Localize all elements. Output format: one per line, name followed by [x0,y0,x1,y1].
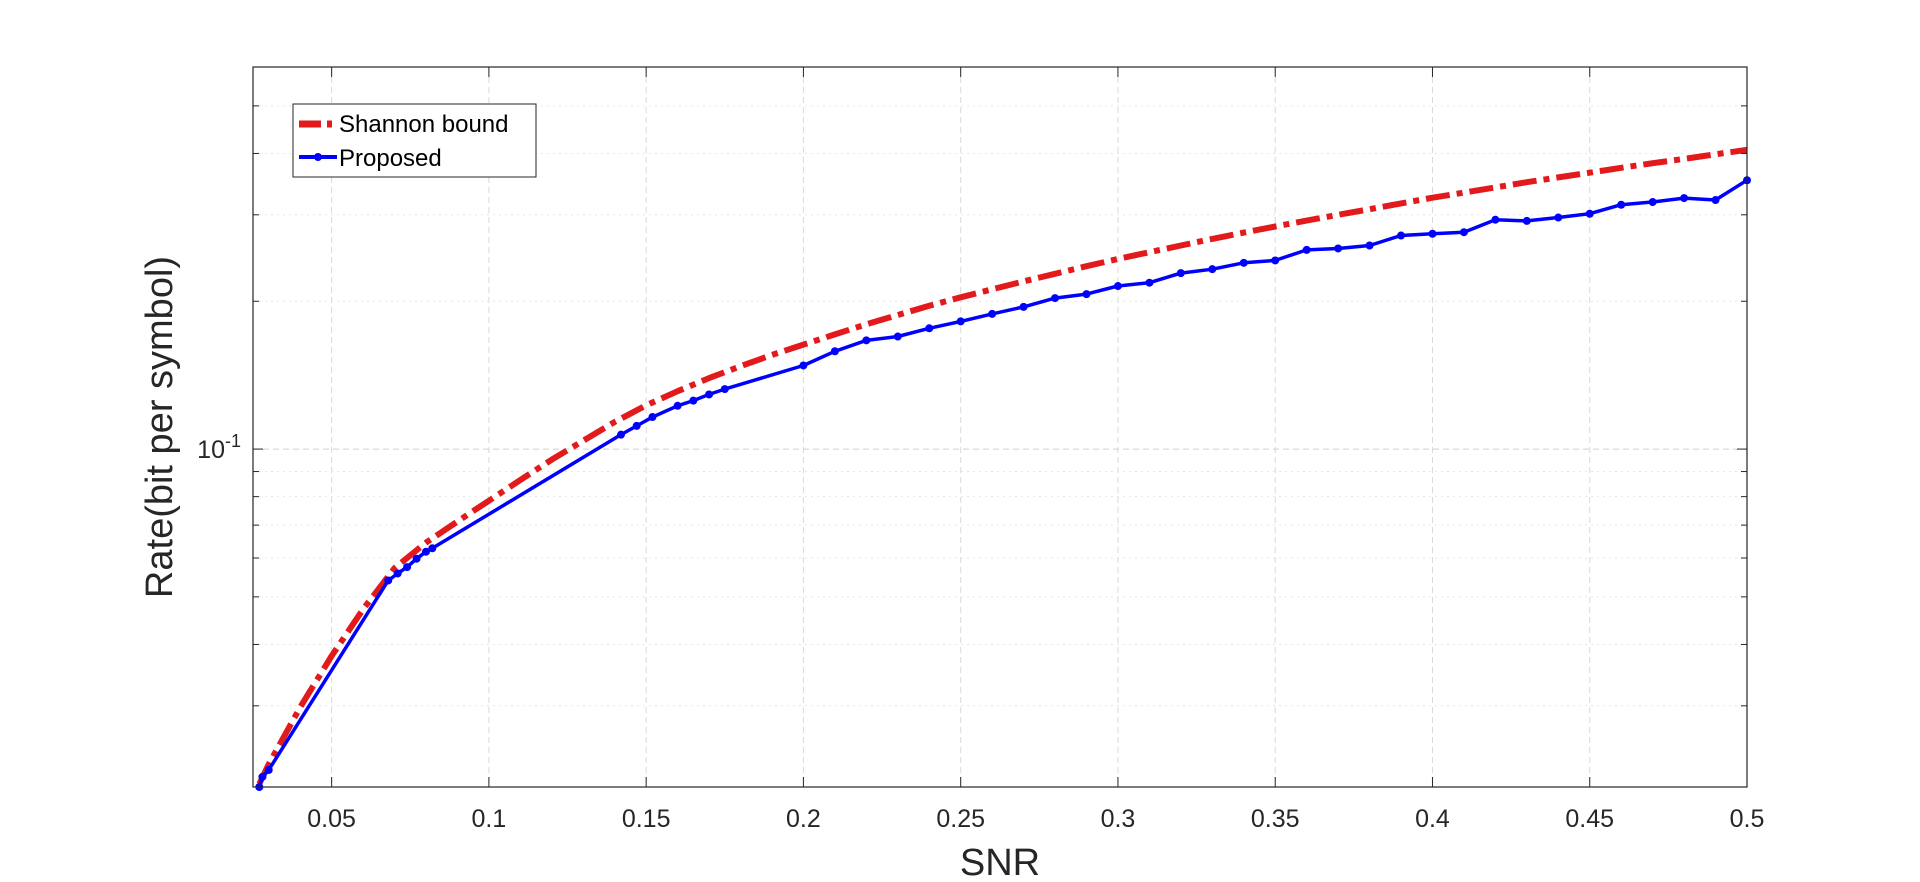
x-tick-label: 0.2 [786,805,821,833]
data-point-proposed [1334,244,1343,253]
data-point-proposed [862,336,871,345]
data-point-proposed [1491,215,1500,224]
legend-label-shannon-bound: Shannon bound [339,111,509,138]
plot-area [253,67,1747,787]
axis-ticks: 0.05 0.1 0.15 0.2 0.25 0.3 0.35 0.4 0.45 0.5 10-1 [197,67,1764,833]
x-tick-label: 0.15 [622,805,671,833]
data-point-proposed [1082,290,1091,299]
x-tick-label: 0.1 [472,805,507,833]
series-layer [255,146,1751,791]
x-tick-label: 0.3 [1101,805,1136,833]
data-point-proposed [632,421,641,430]
y-tick-label-exponent: -1 [225,431,241,451]
x-tick-label: 0.35 [1251,805,1300,833]
data-point-proposed [1680,194,1689,203]
data-point-proposed [393,569,402,578]
data-point-proposed [421,547,430,556]
data-point-proposed [403,563,412,572]
data-point-proposed [1208,265,1217,274]
data-point-proposed [428,544,437,553]
data-point-proposed [1145,278,1154,287]
x-tick-label: 0.25 [936,805,985,833]
data-point-proposed [1459,228,1468,237]
data-point-proposed [1113,282,1122,291]
x-tick-label: 0.45 [1565,805,1614,833]
y-axis-label: Rate(bit per symbol) [139,256,181,598]
legend-box [292,103,537,178]
data-point-proposed [1176,269,1185,278]
data-point-proposed [720,385,729,394]
x-tick-label: 0.5 [1730,805,1765,833]
data-point-proposed [705,390,714,399]
legend-marker-proposed [314,153,322,161]
data-point-proposed [1051,294,1060,303]
data-point-proposed [830,347,839,356]
plot-frame [252,66,1748,788]
data-point-proposed [1239,258,1248,267]
y-tick-label: 10-1 [197,431,241,464]
legend-label-proposed: Proposed [339,145,442,172]
data-point-proposed [673,401,682,410]
x-tick-label: 0.4 [1415,805,1450,833]
data-point-proposed [1428,229,1437,238]
x-axis-label: SNR [960,842,1040,882]
data-point-proposed [1271,256,1280,265]
data-point-proposed [1585,209,1594,218]
data-point-proposed [1711,196,1720,205]
data-point-proposed [1522,216,1531,225]
x-tick-label: 0.05 [307,805,356,833]
data-point-proposed [925,324,934,333]
series-line-shannon-bound [256,146,1748,786]
data-point-proposed [1397,231,1406,240]
data-point-proposed [1365,241,1374,250]
data-point-proposed [799,361,808,370]
data-point-proposed [689,396,698,405]
data-point-proposed [384,576,393,585]
legend: Shannon bound Proposed [292,103,537,178]
data-point-proposed [1554,213,1563,222]
data-point-proposed [893,332,902,341]
y-tick-label-base: 10 [197,436,225,464]
data-point-proposed [648,413,657,422]
data-point-proposed [1302,245,1311,254]
data-point-proposed [1019,302,1028,311]
data-point-proposed [264,766,273,775]
data-point-proposed [956,317,965,326]
data-point-proposed [1617,200,1626,209]
data-point-proposed [1648,198,1657,207]
grid-lines [253,67,1748,787]
data-point-proposed [616,430,625,439]
data-point-proposed [412,554,421,563]
data-point-proposed [258,772,267,781]
data-point-proposed [988,309,997,318]
